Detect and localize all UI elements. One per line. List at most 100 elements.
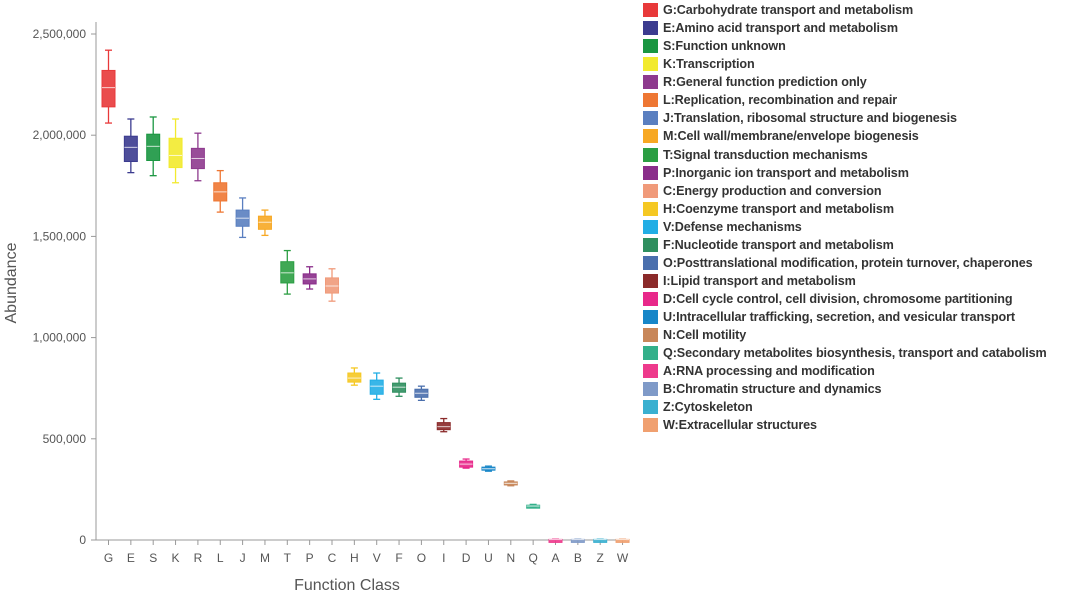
box-D [459,458,474,469]
legend-label: R:General function prediction only [663,75,867,90]
x-tick-label: T [284,551,292,565]
box-V [369,372,384,400]
box-O [414,385,429,401]
legend-item: J:Translation, ribosomal structure and b… [643,109,1080,127]
legend-item: B:Chromatin structure and dynamics [643,380,1080,398]
legend-label: L:Replication, recombination and repair [663,93,898,108]
box-Z [593,538,608,543]
legend-item: D:Cell cycle control, cell division, chr… [643,290,1080,308]
x-tick-label: S [149,551,157,565]
legend-swatch [643,111,658,126]
box-body [392,382,407,393]
box-N [503,480,518,487]
box-S [146,116,161,177]
box-R [190,132,205,182]
legend-label: I:Lipid transport and metabolism [663,273,856,288]
box-P [302,266,317,290]
box-B [570,538,585,543]
legend-swatch [643,219,658,234]
legend-item: C:Energy production and conversion [643,182,1080,200]
legend-item: O:Posttranslational modification, protei… [643,254,1080,272]
box-body [280,261,295,284]
box-body [526,504,541,509]
legend-swatch [643,400,658,415]
x-tick-label: D [462,551,471,565]
y-tick-label: 1,000,000 [33,331,87,345]
box-body [347,372,362,383]
legend-label: J:Translation, ribosomal structure and b… [663,111,957,126]
legend-swatch [643,201,658,216]
box-M [257,209,272,237]
box-E [123,118,138,174]
legend-label: V:Defense mechanisms [663,219,802,234]
legend-label: P:Inorganic ion transport and metabolism [663,165,909,180]
box-I [436,417,451,433]
legend-label: O:Posttranslational modification, protei… [663,255,1033,270]
box-W [615,538,630,543]
legend-swatch [643,418,658,433]
legend-swatch [643,75,658,90]
legend-label: C:Energy production and conversion [663,183,882,198]
legend-item: A:RNA processing and modification [643,362,1080,380]
x-axis-label: Function Class [294,577,400,594]
x-tick-label: Q [528,551,537,565]
legend-item: H:Coenzyme transport and metabolism [643,200,1080,218]
legend-swatch [643,310,658,325]
legend-swatch [643,346,658,361]
legend-item: Q:Secondary metabolites biosynthesis, tr… [643,344,1080,362]
box-plot-chart: 0 500,000 1,000,000 1,500,000 2,000,000 2,500… [3,22,630,594]
x-tick-label: E [127,551,135,565]
legend-label: D:Cell cycle control, cell division, chr… [663,292,1013,307]
legend-item: P:Inorganic ion transport and metabolism [643,164,1080,182]
legend-item: K:Transcription [643,55,1080,73]
legend-swatch [643,255,658,270]
box-body [123,135,138,163]
box-J [235,197,250,239]
legend-item: U:Intracellular trafficking, secretion, … [643,308,1080,326]
box-U [481,465,496,472]
y-tick-label: 2,500,000 [33,27,87,41]
legend-item: W:Extracellular structures [643,416,1080,434]
x-tick-label: V [373,551,381,565]
y-tick-label: 500,000 [43,432,87,446]
x-tick-label: O [417,551,426,565]
x-tick-label: N [506,551,515,565]
legend-item: F:Nucleotide transport and metabolism [643,236,1080,254]
legend-swatch [643,21,658,36]
legend-item: T:Signal transduction mechanisms [643,146,1080,164]
legend-label: E:Amino acid transport and metabolism [663,21,898,36]
legend-label: G:Carbohydrate transport and metabolism [663,3,914,18]
legend-item: S:Function unknown [643,37,1080,55]
legend-label: H:Coenzyme transport and metabolism [663,201,894,216]
box-body [101,69,116,108]
box-G [101,49,116,124]
legend-label: A:RNA processing and modification [663,364,875,379]
legend-swatch [643,237,658,252]
x-tick-label: P [306,551,314,565]
x-tick-label: Z [597,551,604,565]
legend-swatch [643,147,658,162]
legend-label: M:Cell wall/membrane/envelope biogenesis [663,129,919,144]
legend-swatch [643,57,658,72]
y-tick-label: 2,000,000 [33,128,87,142]
x-tick-label: J [240,551,246,565]
legend-item: Z:Cytoskeleton [643,398,1080,416]
x-tick-label: K [172,551,180,565]
legend-swatch [643,165,658,180]
box-K [168,118,183,184]
legend-label: F:Nucleotide transport and metabolism [663,237,894,252]
legend-item: M:Cell wall/membrane/envelope biogenesis [643,127,1080,145]
legend-swatch [643,328,658,343]
box-L [213,169,228,213]
legend-label: Q:Secondary metabolites biosynthesis, tr… [663,346,1047,361]
box-body [436,422,451,431]
legend-item: E:Amino acid transport and metabolism [643,19,1080,37]
box-body [257,215,272,230]
x-tick-label: W [617,551,629,565]
legend-swatch [643,39,658,54]
box-Q [526,503,541,509]
axes: 0 500,000 1,000,000 1,500,000 2,000,000 2,500… [33,22,629,565]
legend-label: W:Extracellular structures [663,418,817,433]
legend-swatch [643,3,658,18]
legend-label: T:Signal transduction mechanisms [663,147,868,162]
